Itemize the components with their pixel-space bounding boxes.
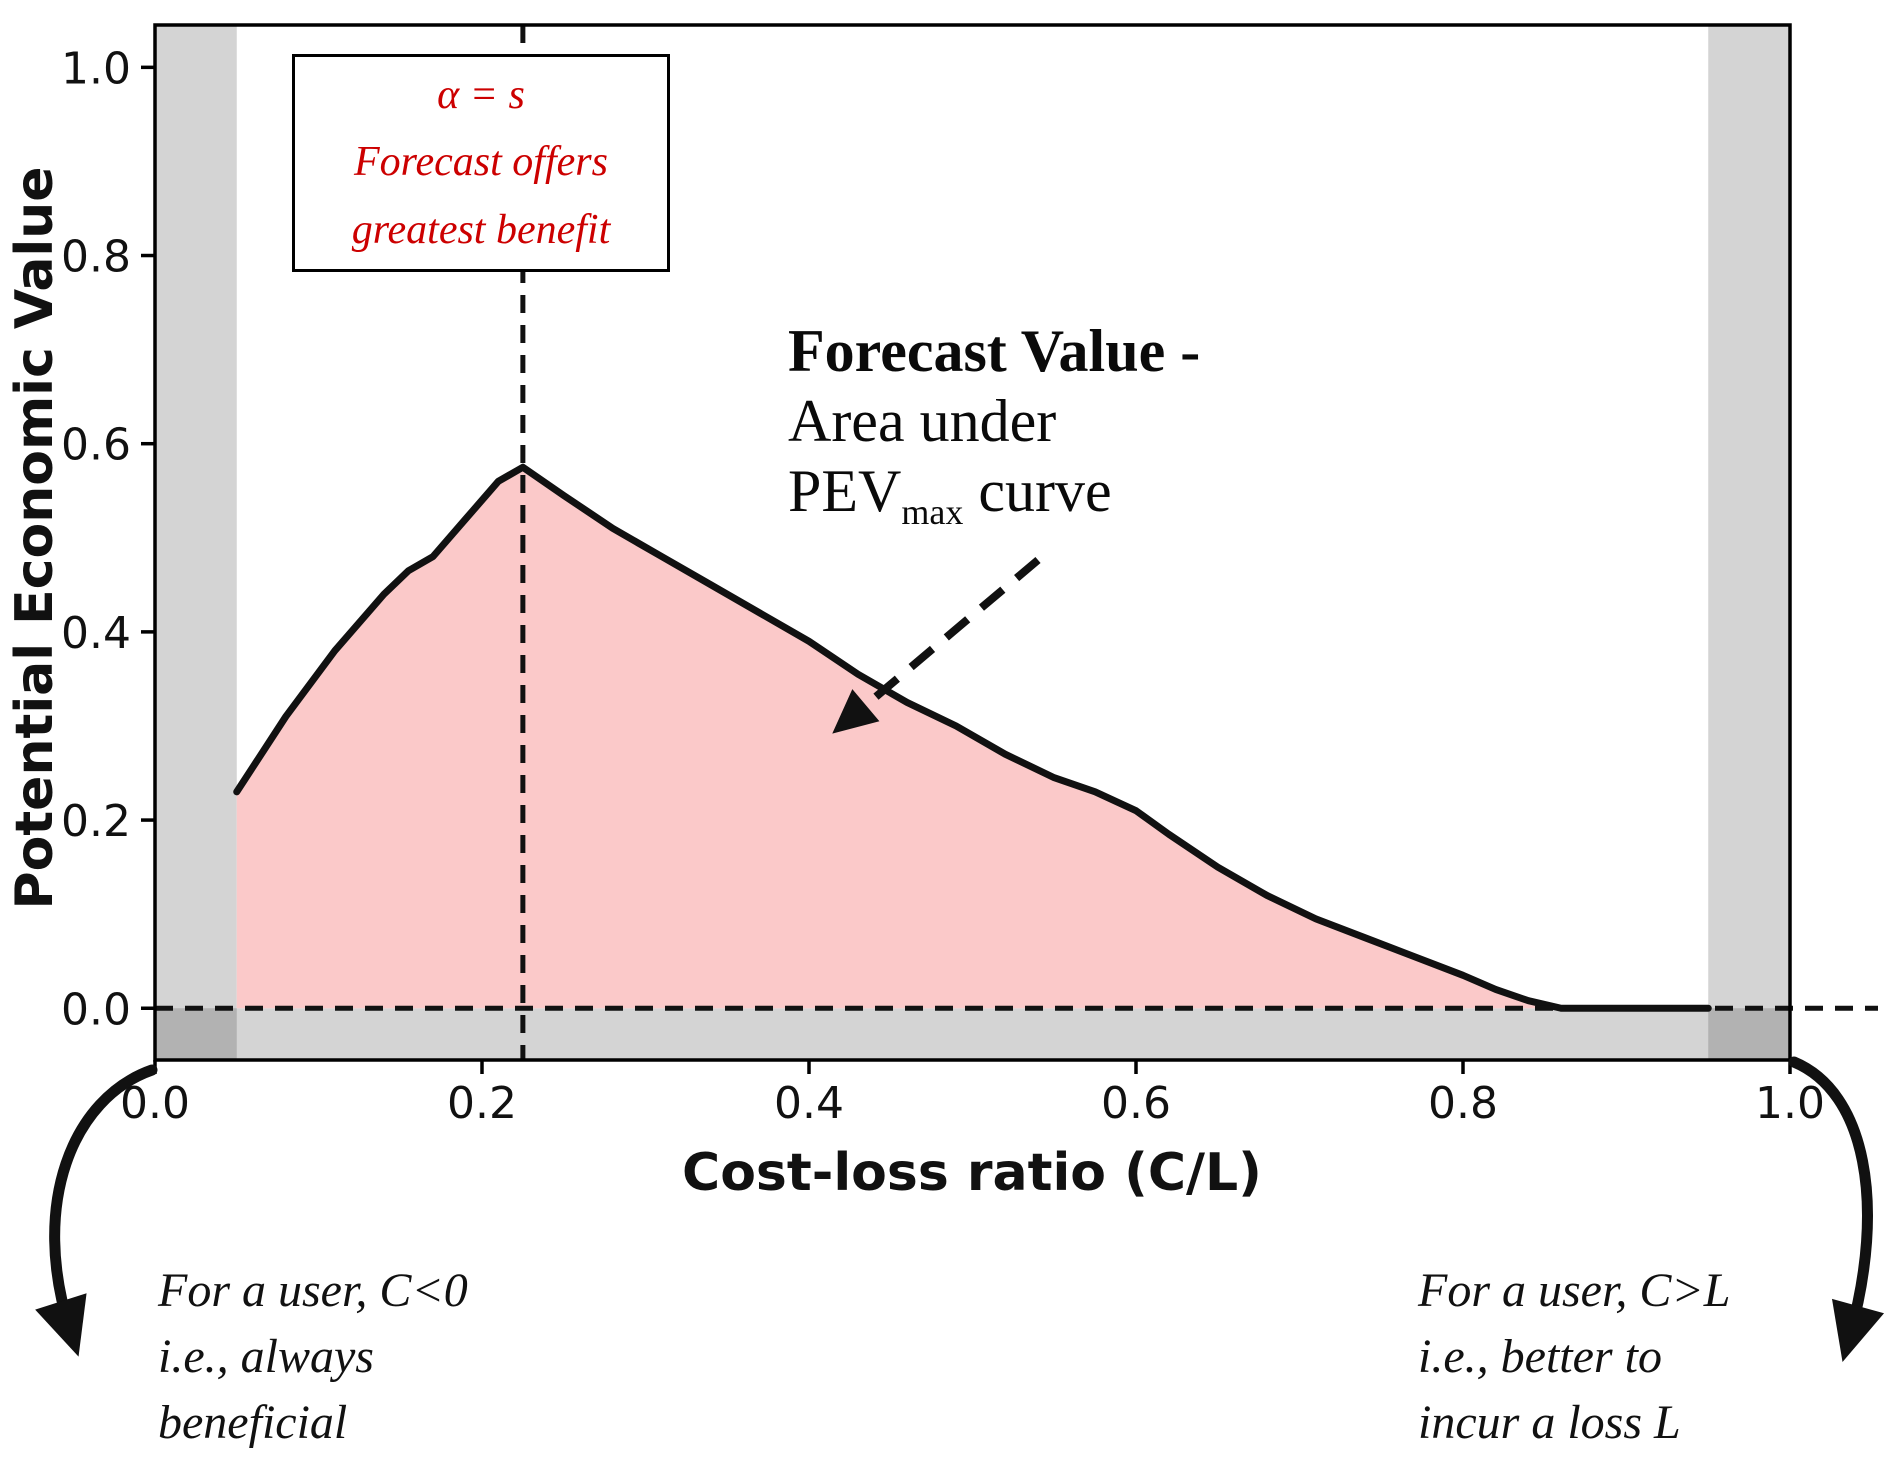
below-zero-band bbox=[155, 1008, 1790, 1060]
right-curved-arrow bbox=[1788, 1056, 1885, 1362]
x-axis-label: Cost-loss ratio (C/L) bbox=[682, 1143, 1262, 1203]
forecast-value-title: Forecast Value - bbox=[788, 318, 1201, 384]
alpha-annotation-line3: greatest benefit bbox=[351, 206, 611, 253]
reference-lines bbox=[155, 25, 1878, 1060]
x-tick-label: 0.8 bbox=[1428, 1078, 1498, 1129]
alpha-annotation-line1: α = s bbox=[437, 72, 525, 119]
y-tick-label: 0.2 bbox=[61, 796, 131, 847]
right-note-line2: i.e., better to bbox=[1418, 1330, 1662, 1384]
right-user-note: For a user, C>L i.e., better to incur a … bbox=[1418, 1258, 1730, 1457]
pev-subscript: max bbox=[901, 492, 964, 533]
pev-max-curve bbox=[233, 463, 1712, 1012]
x-tick-label: 0.6 bbox=[1101, 1078, 1171, 1129]
plot-frame bbox=[153, 23, 1792, 1062]
pev-series bbox=[233, 463, 1712, 1012]
right-note-line1: For a user, C>L bbox=[1418, 1264, 1731, 1317]
cost-loss-excluded-band bbox=[155, 25, 237, 1060]
curve-text: curve bbox=[963, 458, 1112, 525]
right-note-line3: incur a loss L bbox=[1418, 1396, 1681, 1450]
y-tick-label: 0.0 bbox=[61, 984, 131, 1035]
forecast-value-arrow bbox=[832, 556, 1041, 734]
x-tick-label: 0.2 bbox=[447, 1078, 517, 1129]
y-tick-label: 0.4 bbox=[61, 608, 131, 659]
y-tick-label: 0.8 bbox=[61, 232, 131, 283]
forecast-value-line3: PEVmax curve bbox=[788, 456, 1200, 533]
pev-text: PEV bbox=[788, 458, 902, 525]
x-tick-label: 0.4 bbox=[774, 1078, 844, 1129]
left-user-note: For a user, C<0 i.e., always beneficial bbox=[158, 1258, 468, 1457]
forecast-value-label: Forecast Value - Area under PEVmax curve bbox=[788, 316, 1200, 533]
left-note-line1: For a user, C<0 bbox=[158, 1264, 468, 1317]
y-tick-label: 0.6 bbox=[61, 420, 131, 471]
forecast-value-line2: Area under bbox=[788, 388, 1057, 455]
x-tick-label: 0.0 bbox=[120, 1078, 190, 1129]
left-note-line3: beneficial bbox=[158, 1396, 348, 1450]
x-tick-label: 1.0 bbox=[1755, 1078, 1825, 1129]
axis-ticks: 0.0 0.2 0.4 0.6 0.8 1.0 0.0 0.2 0.4 0.6 0.8 1.0 bbox=[61, 43, 1825, 1129]
shaded-bands bbox=[155, 25, 1790, 1060]
alpha-annotation-box: α = s Forecast offers greatest benefit bbox=[292, 54, 670, 272]
alpha-annotation-line2: Forecast offers bbox=[354, 139, 608, 186]
cost-loss-excluded-band bbox=[1708, 25, 1790, 1060]
left-curved-arrow bbox=[35, 1064, 158, 1357]
y-axis-label: Potential Economic Value bbox=[5, 166, 65, 909]
left-note-line2: i.e., always bbox=[158, 1330, 374, 1384]
y-tick-label: 1.0 bbox=[61, 43, 131, 94]
